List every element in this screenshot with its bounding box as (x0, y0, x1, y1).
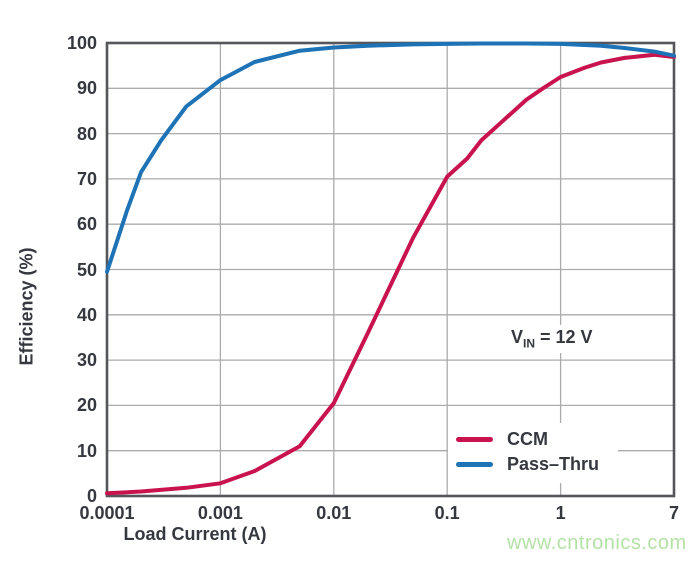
x-tick-label: 7 (668, 503, 679, 523)
x-axis-title-row: Load Current (A) (0, 524, 697, 545)
vin-annotation-base: V (511, 327, 524, 347)
legend-label-pass-thru: Pass–Thru (507, 454, 600, 474)
y-tick-label: 0 (86, 486, 97, 506)
vin-annotation: VIN = 12 V (505, 325, 599, 353)
watermark: www.cntronics.com (507, 532, 687, 554)
legend: CCM Pass–Thru (448, 423, 618, 483)
y-tick-label: 100 (66, 33, 97, 53)
pass-thru-curve (105, 41, 676, 274)
y-tick-label: 70 (76, 168, 97, 189)
x-tick-label: 0.01 (316, 503, 352, 523)
y-tick-label: 50 (76, 259, 97, 280)
ccm-curve (105, 52, 676, 496)
vin-annotation-value: = 12 V (535, 327, 593, 347)
x-tick-label: 0.0001 (79, 503, 135, 523)
legend-item-ccm: CCM (456, 427, 618, 452)
y-tick-label: 10 (76, 440, 97, 461)
x-tick-label: 0.001 (197, 503, 243, 523)
vin-annotation-subscript: IN (523, 336, 536, 351)
legend-label-ccm: CCM (507, 429, 548, 449)
y-tick-label: 20 (76, 395, 97, 416)
y-tick-label: 60 (76, 214, 97, 235)
x-tick-label: 1 (555, 503, 566, 523)
y-axis-title: Efficiency (%) (16, 247, 37, 366)
ccm-line-swatch (456, 437, 493, 442)
x-axis-title: Load Current (A) (123, 524, 267, 544)
y-tick-label: 40 (76, 304, 97, 325)
y-tick-label: 80 (76, 123, 97, 144)
y-tick-label: 30 (76, 350, 97, 371)
x-tick-label: 0.1 (434, 503, 460, 523)
y-tick-label: 90 (76, 78, 97, 99)
pass-thru-line-swatch (456, 462, 493, 467)
legend-item-pass-thru: Pass–Thru (456, 452, 618, 477)
